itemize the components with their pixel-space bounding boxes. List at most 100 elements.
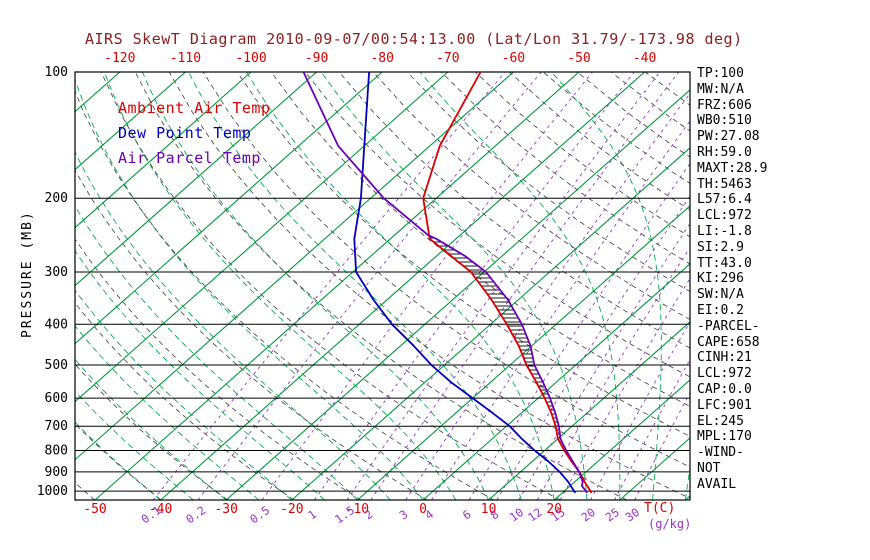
isotherm-line (94, 72, 580, 500)
dry-adiabat-line (236, 72, 690, 437)
bottom-temp-tick-label: -50 (83, 502, 106, 517)
moist-adiabat-line (246, 72, 555, 500)
moist-adiabat-line (551, 72, 662, 500)
dry-adiabat-line (75, 169, 428, 500)
mixing-ratio-tick-label: 2 (362, 507, 376, 522)
dry-adiabat-line (75, 482, 95, 500)
side-panel-line: PW:27.08 (697, 129, 760, 145)
mixing-ratio-tick-label: 12 (525, 505, 544, 524)
mixing-ratio-tick-label: 20 (579, 505, 598, 524)
pressure-tick-label: 100 (45, 65, 68, 80)
dewpoint-curve (353, 72, 577, 494)
side-panel-line: FRZ:606 (697, 97, 752, 113)
mixing-unit-label: (g/kg) (648, 517, 692, 531)
mixing-ratio-line (536, 246, 690, 500)
temp-unit-label: T(C) (644, 501, 676, 516)
mixing-ratio-line (261, 72, 593, 500)
side-panel-line: MW:N/A (697, 81, 744, 97)
pressure-tick-label: 200 (45, 191, 68, 206)
pressure-tick-label: 300 (45, 265, 68, 280)
top-temp-tick-label: -90 (305, 51, 328, 66)
pressure-tick-label: 1000 (37, 484, 68, 499)
side-panel-line: MAXT:28.9 (697, 160, 768, 176)
side-panel: TP:100 MW:N/A FRZ:606 WB0:510 PW:27.08 RH:59.… (697, 66, 767, 493)
top-temp-tick-label: -50 (567, 51, 590, 66)
moist-adiabat-line (75, 358, 227, 500)
isotherm-line (291, 147, 690, 500)
side-panel-line: -WIND- (697, 445, 744, 461)
dry-adiabat-line (270, 72, 690, 407)
side-panel-line: CAPE:658 (697, 334, 760, 350)
mixing-ratio-line (496, 195, 690, 500)
mixing-ratio-tick-label: 0.5 (247, 503, 272, 526)
bottom-temp-tick-label: 20 (546, 502, 562, 517)
isotherm-line (553, 379, 690, 500)
moist-adiabat-line (320, 72, 588, 500)
side-panel-line: CINH:21 (697, 350, 752, 366)
moist-adiabat-line (75, 421, 161, 500)
mixing-ratio-tick-label: 0.2 (183, 503, 208, 526)
side-panel-line: LI:-1.8 (697, 223, 752, 239)
dry-adiabat-line (75, 90, 494, 500)
isotherm-line (160, 72, 645, 500)
side-panel-line: EI:0.2 (697, 302, 744, 318)
mixing-ratio-line (346, 72, 661, 500)
mixing-ratio-line (405, 92, 690, 500)
bottom-temp-tick-label: -30 (214, 502, 237, 517)
moist-adiabat-line (75, 150, 391, 500)
moist-adiabat-line (419, 72, 621, 500)
side-panel-line: SW:N/A (697, 287, 744, 303)
moist-adiabat-line (75, 78, 424, 500)
bottom-temp-tick-label: -20 (280, 502, 303, 517)
moist-adiabat-line (75, 250, 325, 500)
isotherm-line (75, 72, 449, 403)
isotherm-line (75, 72, 514, 461)
mixing-ratio-tick-label: 6 (460, 507, 474, 522)
isotherm-line (357, 205, 690, 500)
top-temp-tick-label: -120 (104, 51, 135, 66)
isotherm-line (422, 263, 690, 500)
mixing-ratio-tick-label: 1 (305, 507, 319, 522)
dry-adiabat-line (100, 72, 561, 500)
bottom-temp-tick-label: 0 (419, 502, 427, 517)
side-panel-line: TP:100 (697, 66, 744, 81)
legend-ambient-air-temp: Ambient Air Temp (118, 99, 271, 117)
isotherm-line (75, 72, 186, 171)
isotherm-line (75, 72, 317, 287)
mixing-ratio-line (197, 72, 542, 500)
dry-adiabat-line (75, 423, 162, 500)
dry-adiabat-line (168, 72, 690, 499)
legend-dew-point-temp: Dew Point Temp (118, 124, 252, 142)
pressure-tick-label: 400 (45, 317, 68, 332)
mixing-ratio-tick-label: 15 (548, 505, 567, 524)
pressure-tick-label: 800 (45, 444, 68, 459)
mixing-ratio-line (152, 72, 506, 500)
side-panel-line: TT:43.0 (697, 255, 752, 271)
isotherm-line (225, 89, 690, 500)
mixing-ratio-tick-label: 4 (422, 507, 436, 522)
pressure-tick-label: 700 (45, 419, 68, 434)
moist-adiabat-line (103, 72, 457, 500)
side-panel-line: AVAIL (697, 476, 737, 492)
top-temp-tick-label: -80 (370, 51, 393, 66)
side-panel-line: TH:5463 (697, 176, 752, 192)
side-panel-line: LCL:972 (697, 366, 752, 382)
mixing-ratio-line (314, 72, 635, 500)
dry-adiabat-line (406, 72, 690, 292)
dry-adiabat-line (75, 363, 228, 500)
side-panel-line: LFC:901 (697, 397, 752, 413)
moist-adiabat-line (141, 72, 490, 500)
side-panel-line: SI:2.9 (697, 239, 744, 255)
plot-border (74, 71, 691, 501)
pressure-tick-label: 900 (45, 465, 68, 480)
isotherm-line (75, 72, 383, 345)
side-panel-line: NOT (697, 460, 721, 476)
pressure-axis-label: PRESSURE (MB) (20, 210, 35, 338)
mixing-ratio-line (431, 120, 690, 500)
pressure-tick-label: 600 (45, 391, 68, 406)
legend: Ambient Air Temp Dew Point Temp Air Parc… (118, 96, 271, 171)
top-temp-tick-label: -60 (502, 51, 525, 66)
dry-adiabat-line (75, 238, 361, 500)
